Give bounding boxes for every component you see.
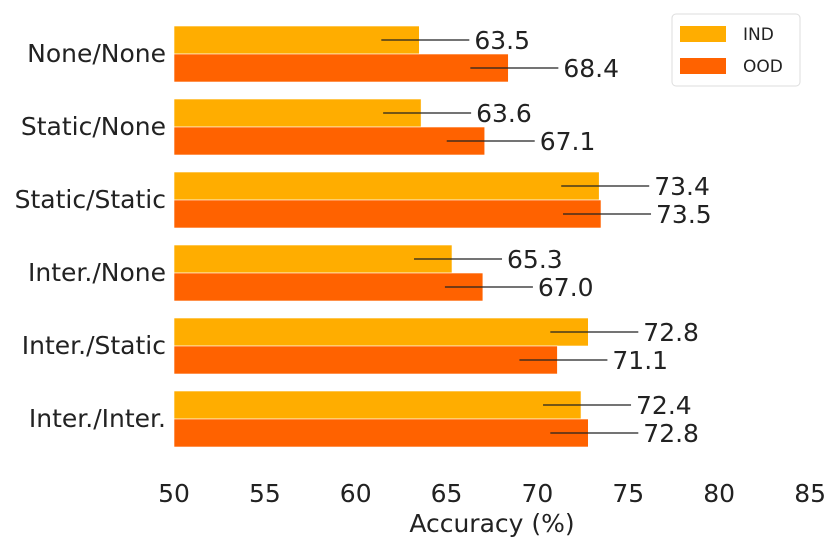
bar-ood-inter-none — [173, 272, 484, 302]
bar-ood-inter-static — [173, 345, 558, 375]
data-label-ood-inter-none: 67.0 — [538, 273, 594, 302]
x-tick-label-75: 75 — [612, 479, 644, 508]
bar-ood-static-none — [173, 126, 486, 156]
x-tick-label-55: 55 — [249, 479, 281, 508]
bar-ind-static-none — [173, 98, 422, 128]
bar-ind-inter-inter — [173, 390, 582, 420]
x-axis-title: Accuracy (%) — [409, 509, 574, 538]
data-label-ind-inter-inter: 72.4 — [636, 391, 692, 420]
legend-label-ood: OOD — [743, 57, 783, 77]
legend-swatch-ind — [680, 26, 726, 42]
data-label-ood-none-none: 68.4 — [563, 54, 619, 83]
bar-ind-inter-static — [173, 317, 589, 347]
data-label-ood-inter-static: 71.1 — [612, 346, 668, 375]
x-tick-label-60: 60 — [340, 479, 372, 508]
bar-ood-none-none — [173, 53, 509, 83]
data-label-ood-static-none: 67.1 — [540, 127, 596, 156]
category-label-inter-static: Inter./Static — [22, 331, 166, 360]
x-tick-label-80: 80 — [703, 479, 735, 508]
category-label-none-none: None/None — [27, 39, 166, 68]
plot-area: None/None 63.5 68.4 Static/None 63.6 67.1 Stat… — [15, 25, 826, 508]
category-label-static-static: Static/Static — [15, 185, 166, 214]
legend-label-ind: IND — [743, 25, 774, 45]
bar-ind-inter-none — [173, 244, 453, 274]
legend-swatch-ood — [680, 58, 726, 74]
data-label-ood-static-static: 73.5 — [656, 200, 712, 229]
data-label-ind-inter-none: 65.3 — [507, 245, 563, 274]
category-label-inter-none: Inter./None — [28, 258, 166, 287]
x-tick-label-50: 50 — [158, 479, 190, 508]
category-label-static-none: Static/None — [21, 112, 166, 141]
x-tick-label-65: 65 — [431, 479, 463, 508]
data-label-ood-inter-inter: 72.8 — [643, 419, 699, 448]
bar-ood-inter-inter — [173, 418, 589, 448]
data-label-ind-static-none: 63.6 — [476, 99, 532, 128]
legend: IND OOD — [671, 13, 801, 87]
x-tick-label-85: 85 — [794, 479, 826, 508]
bar-ind-none-none — [173, 25, 420, 55]
x-tick-label-70: 70 — [522, 479, 554, 508]
data-label-ind-static-static: 73.4 — [654, 172, 710, 201]
bar-ind-static-static — [173, 171, 600, 201]
category-label-inter-inter: Inter./Inter. — [29, 404, 166, 433]
data-label-ind-inter-static: 72.8 — [643, 318, 699, 347]
data-label-ind-none-none: 63.5 — [474, 26, 530, 55]
bar-ood-static-static — [173, 199, 602, 229]
